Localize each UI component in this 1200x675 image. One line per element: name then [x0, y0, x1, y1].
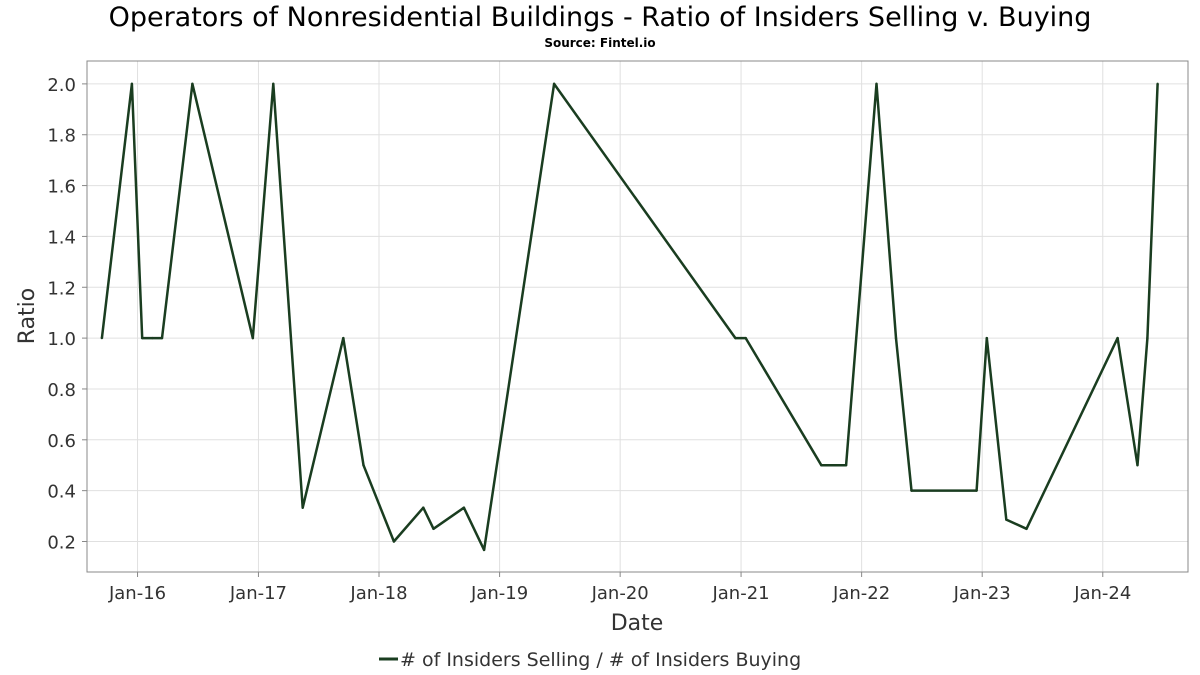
data-point — [422, 506, 425, 509]
x-tick-label: Jan-18 — [349, 583, 407, 604]
data-point — [820, 464, 823, 467]
x-tick-label: Jan-22 — [832, 583, 890, 604]
y-tick-label: 1.4 — [47, 227, 76, 248]
data-point — [482, 548, 486, 552]
data-point — [272, 82, 275, 86]
data-point — [985, 336, 989, 340]
data-point — [910, 489, 913, 492]
y-tick-label: 2.0 — [47, 75, 76, 96]
data-point — [130, 82, 134, 86]
x-axis: Jan-16 Jan-17 Jan-18 Jan-19 Jan-20 Jan-21 Jan-… — [108, 572, 1131, 604]
legend: # of Insiders Selling / # of Insiders Bu… — [379, 649, 801, 671]
data-point — [875, 82, 878, 86]
data-point — [1136, 464, 1139, 467]
data-point — [160, 336, 164, 340]
series-layer — [100, 82, 1159, 552]
data-point — [151, 336, 154, 340]
data-point — [1025, 527, 1028, 530]
data-point — [1156, 82, 1159, 86]
y-tick-label: 1.0 — [47, 329, 76, 350]
data-point — [1146, 336, 1149, 340]
data-point — [734, 336, 737, 340]
data-point — [975, 489, 978, 492]
x-tick-label: Jan-21 — [711, 583, 769, 604]
data-point — [1005, 518, 1008, 521]
plot-area-frame — [86, 60, 1189, 573]
data-point — [362, 464, 365, 467]
y-tick-label: 0.4 — [47, 482, 76, 503]
data-point — [251, 336, 255, 340]
data-point — [100, 336, 104, 340]
x-tick-label: Jan-23 — [953, 583, 1011, 604]
legend-label: # of Insiders Selling / # of Insiders Bu… — [400, 649, 801, 671]
series-line — [100, 82, 1159, 552]
x-tick-label: Jan-24 — [1073, 583, 1131, 604]
data-point — [744, 336, 747, 340]
x-tick-label: Jan-16 — [108, 583, 166, 604]
y-tick-label: 1.2 — [47, 278, 76, 299]
data-point — [342, 336, 345, 340]
x-tick-label: Jan-17 — [229, 583, 287, 604]
grid-lines — [87, 61, 1188, 572]
data-point — [191, 82, 194, 86]
data-point — [140, 336, 144, 340]
y-tick-label: 1.8 — [47, 126, 76, 147]
data-point — [462, 506, 466, 509]
data-point — [432, 527, 435, 530]
x-axis-title: Date — [611, 611, 664, 636]
chart-title: Operators of Nonresidential Buildings - … — [108, 2, 1092, 33]
data-point — [301, 506, 304, 509]
y-tick-label: 0.6 — [47, 431, 76, 452]
x-tick-label: Jan-19 — [470, 583, 528, 604]
data-point — [392, 540, 396, 543]
y-tick-label: 0.2 — [47, 532, 76, 553]
y-tick-label: 0.8 — [47, 380, 76, 401]
y-tick-label: 1.6 — [47, 177, 76, 198]
data-point — [1116, 336, 1119, 340]
y-axis: 0.2 0.4 0.6 0.8 1.0 1.2 1.4 1.6 1.8 2.0 — [47, 75, 87, 553]
x-tick-label: Jan-20 — [591, 583, 649, 604]
data-point — [894, 336, 898, 340]
y-axis-title: Ratio — [15, 288, 40, 344]
data-point — [552, 82, 556, 86]
data-point — [844, 464, 848, 467]
chart-subtitle: Source: Fintel.io — [544, 36, 656, 50]
